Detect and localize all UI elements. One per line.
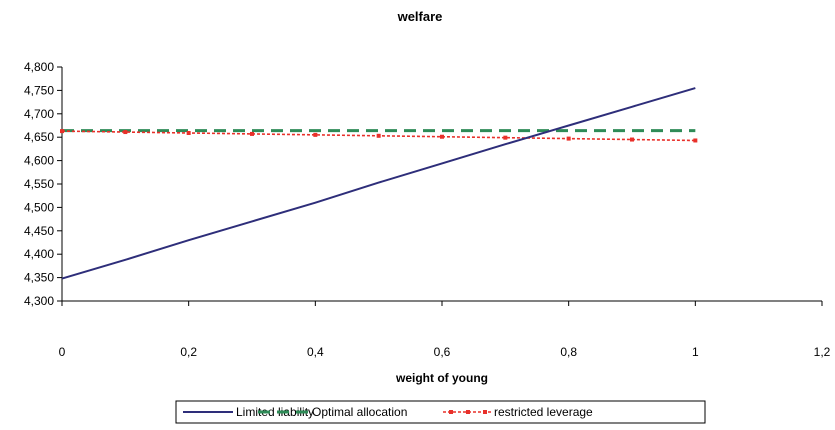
x-tick-label: 0,8 (560, 345, 577, 359)
x-tick-label: 1,2 (814, 345, 831, 359)
chart-title: welfare (397, 9, 443, 24)
x-tick-label: 0,2 (180, 345, 197, 359)
y-tick-label: 4,600 (24, 154, 54, 168)
y-tick-label: 4,350 (24, 271, 54, 285)
x-tick-label: 1 (692, 345, 699, 359)
x-tick-label: 0,6 (434, 345, 451, 359)
data-point (566, 136, 571, 141)
legend-label: restricted leverage (494, 405, 593, 419)
data-point (250, 131, 254, 136)
y-tick-label: 4,450 (24, 224, 54, 238)
data-point (313, 132, 318, 137)
y-tick-label: 4,500 (24, 200, 54, 214)
legend-marker (483, 410, 487, 414)
series-line-limited-liability (61, 87, 696, 280)
data-point (376, 133, 381, 138)
y-tick-label: 4,550 (24, 177, 54, 191)
x-tick-label: 0 (59, 345, 66, 359)
y-tick-label: 4,750 (24, 83, 54, 97)
data-point (123, 130, 128, 135)
data-point (186, 130, 191, 135)
data-point (630, 137, 634, 142)
data-point (60, 129, 64, 134)
axes: 4,300 4,350 4,400 4,450 4,500 4,550 4,600 4,650… (24, 60, 831, 359)
y-tick-label: 4,700 (24, 107, 54, 121)
legend-marker (449, 410, 453, 414)
x-axis-title: weight of young (395, 371, 488, 385)
y-tick-label: 4,800 (24, 60, 54, 74)
legend-label: Limited liability (236, 405, 314, 419)
legend-box (175, 400, 706, 424)
series-layer (60, 87, 698, 280)
x-tick-label: 0,4 (307, 345, 324, 359)
legend-marker (466, 410, 470, 414)
data-point (503, 135, 508, 140)
y-tick-label: 4,400 (24, 247, 54, 261)
y-tick-label: 4,300 (24, 294, 54, 308)
legend-label: Optimal allocation (312, 405, 407, 419)
data-point (440, 134, 444, 139)
y-tick-label: 4,650 (24, 130, 54, 144)
data-point (693, 138, 698, 143)
